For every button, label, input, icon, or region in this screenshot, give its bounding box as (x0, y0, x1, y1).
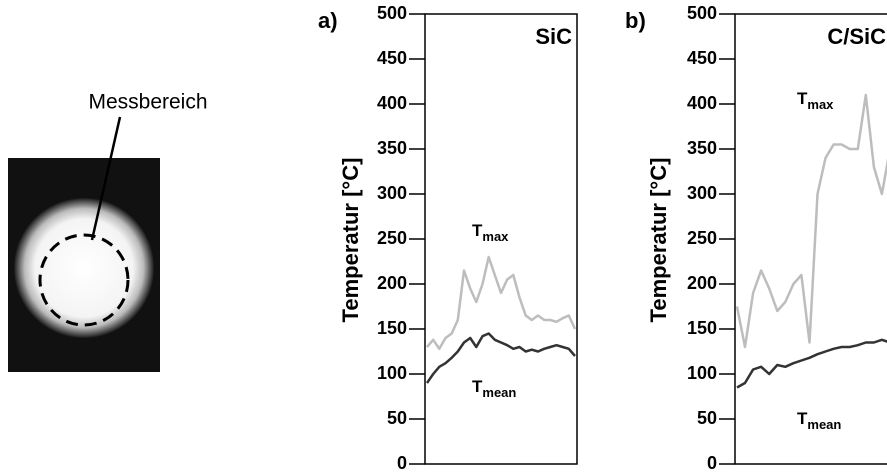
annotation-text: T (472, 377, 483, 396)
annotation-text: T (472, 221, 483, 240)
y-tick-label: 500 (377, 3, 407, 23)
y-tick-label: 250 (687, 228, 717, 248)
annotation-sub: mean (482, 385, 516, 400)
charts: 050100150200250300350400450500a)SiCTempe… (318, 3, 887, 473)
annotation-sub: max (807, 97, 834, 112)
annotation-sub: mean (807, 417, 841, 432)
line-series (426, 255, 577, 351)
annotation: Tmean (797, 409, 841, 432)
y-tick-label: 150 (687, 318, 717, 338)
y-tick-label: 400 (377, 93, 407, 113)
annotation: Tmax (472, 221, 509, 244)
hot-spot (14, 198, 154, 338)
image-label: Messbereich (88, 91, 207, 114)
y-tick-label: 100 (377, 363, 407, 383)
chart-title: SiC (535, 24, 572, 49)
y-tick-label: 50 (697, 408, 717, 428)
y-tick-label: 50 (387, 408, 407, 428)
pointer-line (90, 116, 122, 241)
y-tick-label: 150 (377, 318, 407, 338)
y-tick-label: 300 (377, 183, 407, 203)
y-tick-label: 500 (687, 3, 717, 23)
y-tick-label: 100 (687, 363, 717, 383)
annotation-text: T (797, 89, 808, 108)
annotation: Tmax (797, 89, 834, 112)
line-series (736, 338, 887, 389)
line-series (425, 332, 576, 384)
y-tick-label: 200 (377, 273, 407, 293)
y-tick-label: 0 (707, 453, 717, 473)
annotation-sub: max (482, 229, 509, 244)
y-tick-label: 400 (687, 93, 717, 113)
y-tick-label: 450 (687, 48, 717, 68)
y-tick-label: 450 (377, 48, 407, 68)
y-tick-label: 350 (687, 138, 717, 158)
measure-area (38, 233, 130, 327)
panel-label: b) (625, 8, 646, 33)
y-tick-label: 300 (687, 183, 717, 203)
y-tick-label: 250 (377, 228, 407, 248)
y-tick-label: 0 (397, 453, 407, 473)
annotation-text: T (797, 409, 808, 428)
chart-title: C/SiC (827, 24, 886, 49)
annotation: Tmean (472, 377, 516, 400)
line-series (735, 93, 887, 349)
y-tick-label: 350 (377, 138, 407, 158)
panel-label: a) (318, 8, 338, 33)
plot-frame (734, 13, 887, 465)
y-axis-label: Temperatur [°C] (338, 158, 363, 323)
y-axis-label: Temperatur [°C] (646, 158, 671, 323)
y-tick-label: 200 (687, 273, 717, 293)
